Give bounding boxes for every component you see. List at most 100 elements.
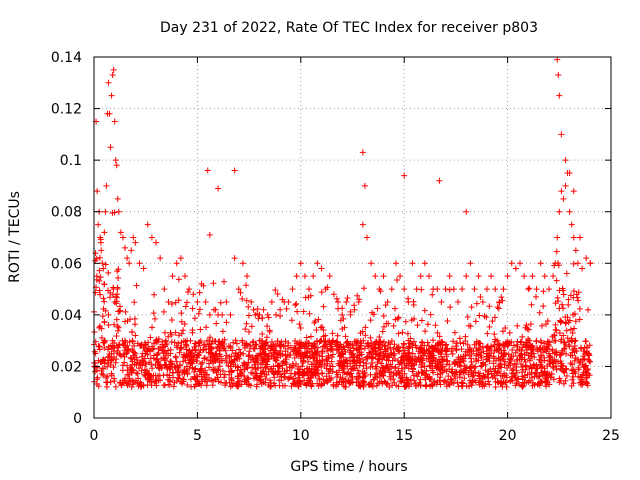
data-point <box>395 314 402 321</box>
data-point <box>482 367 489 374</box>
data-point <box>587 260 594 267</box>
data-point <box>444 345 451 352</box>
data-point <box>367 334 374 341</box>
data-point <box>373 365 380 372</box>
y-tick-label: 0.12 <box>51 102 82 118</box>
data-point <box>483 344 490 351</box>
data-point <box>556 287 563 294</box>
data-point <box>417 273 424 280</box>
data-point <box>113 332 120 339</box>
data-point <box>538 322 545 329</box>
data-point <box>260 379 267 386</box>
data-point <box>558 131 565 138</box>
data-point <box>175 340 182 347</box>
data-point <box>475 372 482 379</box>
data-point <box>141 344 148 351</box>
data-point <box>168 331 175 338</box>
data-point <box>349 342 356 349</box>
data-point <box>572 318 579 325</box>
data-point <box>295 363 302 370</box>
data-point <box>482 380 489 387</box>
data-point <box>562 320 569 327</box>
data-point <box>189 329 196 336</box>
data-point <box>217 299 224 306</box>
data-point <box>569 330 576 337</box>
data-point <box>456 335 463 342</box>
data-point <box>516 356 523 363</box>
data-point <box>508 357 515 364</box>
data-point <box>177 345 184 352</box>
data-point <box>418 286 425 293</box>
data-point <box>105 287 112 294</box>
data-point <box>450 338 457 345</box>
data-point <box>551 357 558 364</box>
data-point <box>117 379 124 386</box>
data-point <box>385 366 392 373</box>
data-point <box>473 300 480 307</box>
x-tick-label: 5 <box>193 428 202 444</box>
data-point <box>111 321 118 328</box>
data-point <box>192 365 199 372</box>
data-point <box>511 361 518 368</box>
data-point <box>343 371 350 378</box>
data-point <box>209 382 216 389</box>
data-point <box>377 288 384 295</box>
data-point <box>208 350 215 357</box>
data-point <box>422 374 429 381</box>
data-point <box>461 366 468 373</box>
data-point <box>354 357 361 364</box>
data-point <box>556 92 563 99</box>
data-point <box>555 72 562 79</box>
data-point <box>98 325 105 332</box>
data-point <box>371 376 378 383</box>
data-point <box>168 301 175 308</box>
data-point <box>394 277 401 284</box>
data-point <box>570 380 577 387</box>
data-point <box>92 363 99 370</box>
data-point <box>233 340 240 347</box>
data-point <box>356 296 363 303</box>
data-point <box>540 288 547 295</box>
data-point <box>131 361 138 368</box>
data-point <box>372 273 379 280</box>
data-point <box>570 188 577 195</box>
data-point <box>563 372 570 379</box>
data-point <box>414 322 421 329</box>
data-point <box>302 294 309 301</box>
data-point <box>369 354 376 361</box>
data-point <box>259 369 266 376</box>
data-point <box>368 260 375 267</box>
data-point <box>339 348 346 355</box>
data-point <box>585 350 592 357</box>
data-point <box>382 379 389 386</box>
data-point <box>412 357 419 364</box>
data-point <box>436 177 443 184</box>
data-point <box>287 351 294 358</box>
data-point <box>252 341 259 348</box>
data-point <box>287 344 294 351</box>
data-point <box>257 361 264 368</box>
data-point <box>555 358 562 365</box>
data-point <box>105 269 112 276</box>
data-point <box>94 188 101 195</box>
data-point <box>382 350 389 357</box>
data-point <box>145 339 152 346</box>
data-point <box>92 257 99 264</box>
data-point <box>446 273 453 280</box>
data-point <box>95 342 102 349</box>
data-point <box>508 367 515 374</box>
data-point <box>113 298 120 305</box>
data-point <box>379 328 386 335</box>
data-point <box>437 374 444 381</box>
data-point <box>147 334 154 341</box>
data-point <box>171 379 178 386</box>
data-point <box>401 172 408 179</box>
data-point <box>355 370 362 377</box>
data-point <box>392 260 399 267</box>
data-point <box>138 367 145 374</box>
data-point <box>217 371 224 378</box>
data-point <box>401 347 408 354</box>
data-point <box>461 375 468 382</box>
data-point <box>115 327 122 334</box>
